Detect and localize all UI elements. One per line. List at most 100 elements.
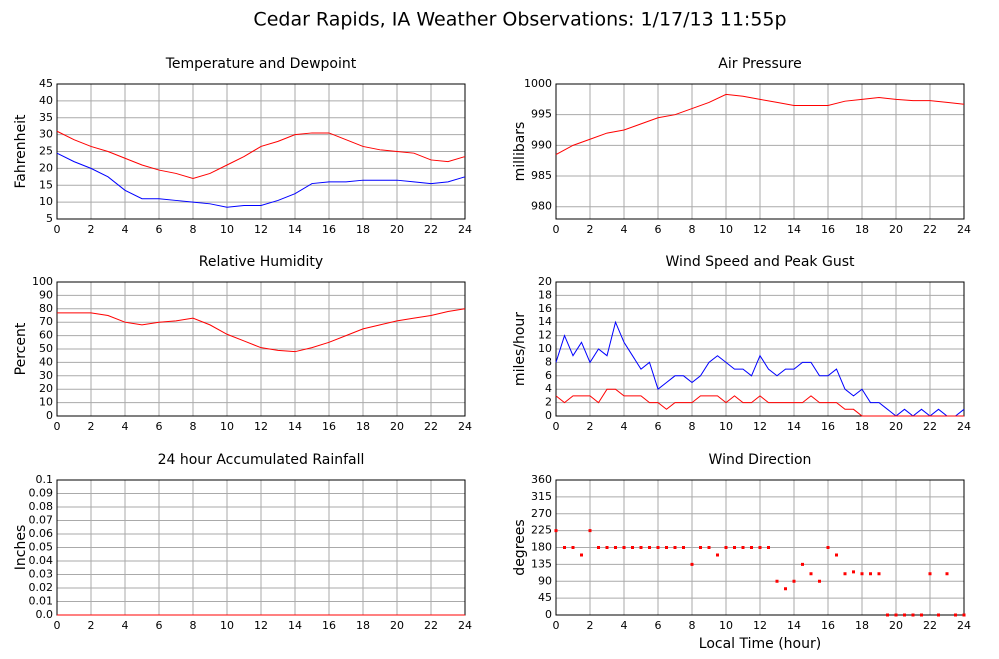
point <box>784 587 787 591</box>
series-line <box>57 308 466 353</box>
x-tick-label: 8 <box>190 420 197 433</box>
series-line <box>555 388 964 417</box>
point <box>962 613 966 617</box>
y-tick-label: 30 <box>39 369 53 382</box>
x-tick-label: 22 <box>923 619 937 632</box>
point <box>588 529 592 533</box>
point <box>903 613 906 617</box>
x-tick-label: 2 <box>587 223 594 236</box>
y-tick-label: 225 <box>531 524 552 537</box>
x-tick-label: 24 <box>458 223 472 236</box>
series-line <box>56 152 466 208</box>
x-tick-label: 18 <box>855 223 869 236</box>
y-tick-label: 995 <box>531 108 552 121</box>
point <box>639 546 643 549</box>
x-tick-label: 12 <box>254 619 268 632</box>
x-tick-label: 0 <box>54 223 61 236</box>
x-tick-label: 0 <box>553 223 560 236</box>
point <box>894 613 898 617</box>
x-axis-label: Local Time (hour) <box>699 636 821 652</box>
y-tick-label: 10 <box>538 342 552 355</box>
chart-title: Temperature and Dewpoint <box>165 56 357 72</box>
y-tick-label: 90 <box>538 574 552 587</box>
y-tick-label: 135 <box>531 557 552 570</box>
y-tick-label: 0 <box>545 608 552 621</box>
y-tick-label: 4 <box>545 382 552 395</box>
point <box>758 546 762 549</box>
y-axis-label: degrees <box>512 519 528 575</box>
point <box>631 546 634 549</box>
x-tick-label: 14 <box>288 223 302 236</box>
x-tick-label: 4 <box>122 619 129 632</box>
y-tick-label: 0.1 <box>36 473 54 486</box>
plot-frame <box>56 281 466 417</box>
y-tick-label: 8 <box>545 355 552 368</box>
point <box>945 572 949 576</box>
point <box>937 613 940 617</box>
point <box>614 546 617 549</box>
y-tick-label: 0.06 <box>29 527 54 540</box>
y-tick-label: 45 <box>39 77 53 90</box>
x-tick-label: 22 <box>424 223 438 236</box>
x-tick-label: 10 <box>719 420 733 433</box>
plot-frame <box>555 281 965 417</box>
x-tick-label: 2 <box>587 619 594 632</box>
y-tick-label: 16 <box>538 302 552 315</box>
point <box>954 613 957 617</box>
point <box>775 579 779 583</box>
y-tick-label: 2 <box>545 396 552 409</box>
y-tick-label: 0.02 <box>29 581 54 594</box>
x-tick-label: 20 <box>889 420 903 433</box>
point <box>665 546 668 549</box>
x-tick-label: 2 <box>88 420 95 433</box>
point <box>835 553 838 557</box>
x-tick-label: 16 <box>821 619 835 632</box>
point <box>928 572 932 576</box>
x-tick-label: 20 <box>390 619 404 632</box>
x-tick-label: 22 <box>424 619 438 632</box>
y-tick-label: 315 <box>531 490 552 503</box>
y-tick-label: 18 <box>538 288 552 301</box>
point <box>767 546 770 549</box>
x-tick-label: 4 <box>621 619 628 632</box>
x-tick-label: 14 <box>787 420 801 433</box>
point <box>911 613 915 617</box>
point <box>597 546 600 549</box>
x-tick-label: 22 <box>923 420 937 433</box>
page-title: Cedar Rapids, IA Weather Observations: 1… <box>253 9 786 31</box>
x-tick-label: 18 <box>356 619 370 632</box>
x-tick-label: 24 <box>458 619 472 632</box>
plot-frame <box>555 479 965 616</box>
y-tick-label: 25 <box>39 145 53 158</box>
y-tick-label: 0.01 <box>29 595 54 608</box>
y-axis-label: miles/hour <box>512 312 528 386</box>
x-tick-label: 20 <box>889 223 903 236</box>
x-tick-label: 8 <box>190 223 197 236</box>
point <box>690 562 694 566</box>
x-tick-label: 6 <box>655 223 662 236</box>
x-tick-label: 6 <box>156 223 163 236</box>
chart-title: 24 hour Accumulated Rainfall <box>158 452 365 468</box>
x-tick-label: 6 <box>156 420 163 433</box>
point <box>716 553 719 557</box>
y-tick-label: 90 <box>39 288 53 301</box>
y-tick-label: 0 <box>46 409 53 422</box>
x-tick-label: 16 <box>322 619 336 632</box>
y-tick-label: 100 <box>32 275 53 288</box>
x-tick-label: 0 <box>54 619 61 632</box>
y-tick-label: 1000 <box>524 77 552 90</box>
point <box>673 546 677 549</box>
x-tick-label: 2 <box>88 223 95 236</box>
x-tick-label: 4 <box>621 420 628 433</box>
x-tick-label: 18 <box>356 420 370 433</box>
x-tick-label: 8 <box>689 619 696 632</box>
y-tick-label: 985 <box>531 169 552 182</box>
point <box>852 570 855 574</box>
point <box>843 572 847 576</box>
x-tick-label: 0 <box>553 420 560 433</box>
x-tick-label: 24 <box>957 619 971 632</box>
plot-frame <box>56 83 466 220</box>
y-axis-label: Percent <box>13 322 29 375</box>
point <box>554 529 558 533</box>
x-tick-label: 2 <box>88 619 95 632</box>
